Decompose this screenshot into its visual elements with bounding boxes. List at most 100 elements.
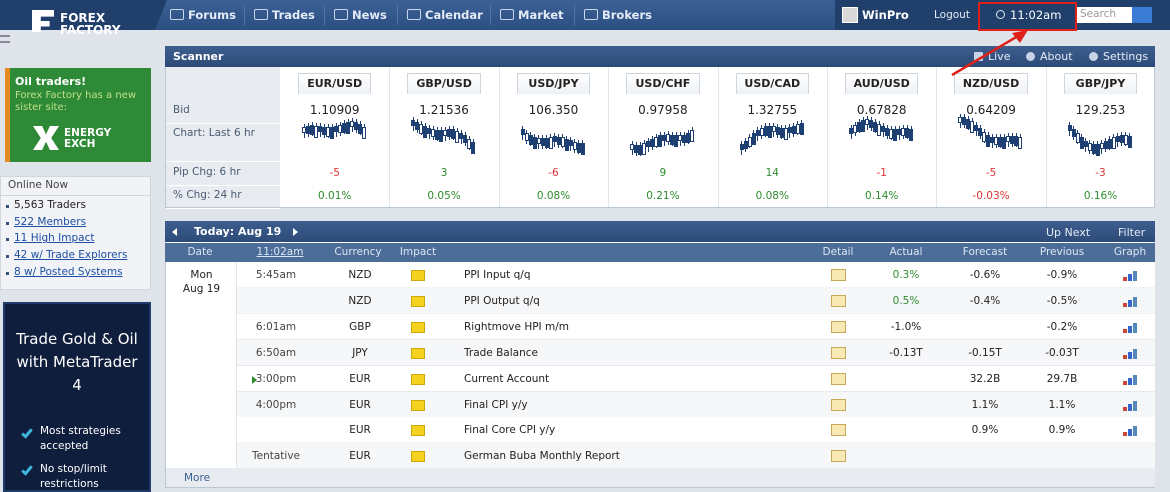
column-title: Impact	[399, 246, 437, 258]
detail-icon[interactable]	[831, 294, 846, 307]
row-label: % Chg: 24 hr	[173, 189, 242, 201]
candle	[986, 134, 991, 147]
nav-item[interactable]: Brokers	[602, 8, 652, 22]
scanner-button[interactable]: Settings	[1103, 50, 1149, 63]
currency: GBP	[349, 320, 371, 333]
pair-name: USD/CHF	[635, 77, 691, 90]
impact-icon	[411, 451, 425, 463]
pair-tab[interactable]	[407, 73, 481, 94]
candle	[909, 128, 913, 141]
next-arrow[interactable]	[293, 228, 298, 236]
calendar-header	[165, 221, 1155, 242]
candle	[350, 121, 354, 128]
online-link[interactable]: 11 High Impact	[14, 232, 95, 245]
online-link[interactable]: 42 w/ Trade Explorers	[14, 249, 128, 262]
candle	[471, 141, 476, 154]
candle	[654, 136, 659, 147]
online-link[interactable]: 522 Members	[14, 215, 87, 228]
graph-bar	[1128, 351, 1132, 359]
candle	[439, 129, 444, 142]
scanner-button[interactable]: Live	[988, 50, 1011, 63]
percent-change: 0.01%	[318, 190, 352, 202]
percent-change: 0.16%	[1083, 190, 1118, 202]
event: German Buba Monthly Report	[464, 450, 620, 463]
candle	[865, 119, 869, 126]
column-title: Date	[187, 246, 213, 258]
column-title: Detail	[822, 246, 854, 258]
candle	[674, 135, 679, 148]
nav-item[interactable]: Market	[518, 8, 564, 22]
pair-tab[interactable]	[516, 73, 591, 94]
nav-item[interactable]: Calendar	[425, 8, 483, 22]
event: Final CPI y/y	[464, 398, 528, 411]
candle	[739, 144, 744, 151]
candle	[755, 130, 760, 137]
row	[237, 417, 1155, 444]
bullet	[6, 271, 9, 275]
previous: -0.9%	[1046, 269, 1078, 281]
candle	[1123, 135, 1128, 146]
detail-icon[interactable]	[831, 398, 846, 411]
event: Trade Balance	[464, 346, 538, 359]
candle	[1107, 138, 1112, 149]
impact-icon	[411, 425, 425, 437]
ad-mt4[interactable]	[3, 302, 151, 492]
currency: NZD	[348, 294, 372, 307]
graph-bar	[1123, 354, 1127, 359]
candle	[1083, 140, 1088, 147]
nav-icon	[170, 9, 184, 20]
pair-tab[interactable]	[298, 73, 372, 94]
pair-tab[interactable]	[1063, 73, 1138, 94]
nav-item[interactable]: News	[352, 8, 387, 22]
filter[interactable]: Filter	[1118, 226, 1146, 239]
graph-bar	[1128, 377, 1132, 385]
pair-tab[interactable]	[845, 73, 919, 94]
graph-bar	[1133, 322, 1137, 333]
candle	[540, 138, 545, 147]
online-link[interactable]: 8 w/ Posted Systems	[14, 265, 123, 278]
pip-change: -5	[329, 167, 340, 179]
pair-name: NZD/USD	[962, 77, 1020, 90]
ad-oil[interactable]	[5, 68, 151, 162]
impact-icon	[411, 347, 425, 359]
pip-change: -1	[876, 167, 887, 179]
pair-name: GBP/USD	[416, 77, 472, 90]
graph-bar	[1128, 429, 1132, 437]
candle	[759, 127, 764, 136]
scanner-button[interactable]: About	[1040, 50, 1073, 63]
percent-change: 0.14%	[865, 190, 899, 202]
pair-tab[interactable]	[735, 73, 809, 94]
logout[interactable]: Logout	[934, 9, 970, 21]
user-name[interactable]: WinPro	[862, 8, 909, 22]
search-input[interactable]: Search	[1077, 7, 1132, 23]
nav-item[interactable]: Trades	[272, 8, 315, 22]
bid: 0.64209	[966, 103, 1016, 117]
online-count: 5,563 Traders	[14, 199, 86, 211]
nav-item[interactable]: Forums	[188, 8, 236, 22]
event: Rightmove HPI m/m	[464, 320, 569, 333]
row	[237, 365, 1155, 392]
detail-icon[interactable]	[831, 424, 846, 437]
ad-title: Oil traders!	[15, 75, 87, 88]
row	[237, 339, 1155, 366]
detail-icon[interactable]	[831, 346, 846, 359]
graph-bar	[1128, 274, 1132, 281]
nav-band	[155, 0, 835, 30]
candle	[338, 124, 342, 133]
detail-icon[interactable]	[831, 450, 846, 463]
prev-arrow[interactable]	[172, 228, 177, 236]
more-link[interactable]: More	[184, 472, 211, 484]
candle	[1075, 133, 1080, 144]
candle	[861, 119, 865, 132]
detail-icon[interactable]	[831, 372, 846, 385]
search-button[interactable]	[1132, 7, 1152, 23]
candle	[747, 137, 752, 148]
up-next[interactable]: Up Next	[1046, 226, 1091, 239]
candle	[443, 129, 448, 136]
detail-icon[interactable]	[831, 320, 846, 333]
detail-icon[interactable]	[831, 269, 846, 281]
pair-tab[interactable]	[626, 73, 700, 94]
next-marker	[252, 375, 257, 384]
bullet	[6, 238, 9, 242]
candle	[897, 128, 901, 135]
